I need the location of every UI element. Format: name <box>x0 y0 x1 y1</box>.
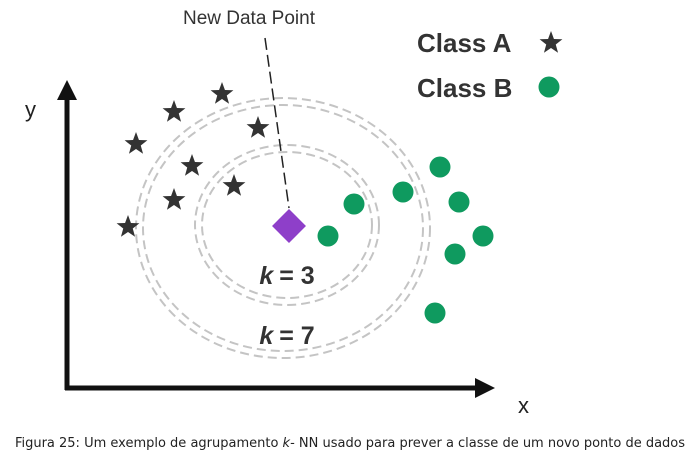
k7-value: = 7 <box>279 322 314 350</box>
new-point-label: New Data Point <box>183 8 316 29</box>
new-point-pointer-line <box>264 37 290 209</box>
class-b-circle-icon <box>317 225 339 247</box>
class-a-star-icon <box>116 215 140 237</box>
class-b-circle-icon <box>444 243 466 265</box>
k7-label: k = 7 <box>259 322 314 350</box>
ring-k7-outer <box>135 97 431 359</box>
class-a-star-icon <box>162 100 186 122</box>
ring-k3-inner <box>201 151 373 299</box>
class-a-star-icon <box>124 132 148 154</box>
k7-k-symbol: k <box>259 322 274 350</box>
class-a-star-icon <box>180 154 204 176</box>
caption-prefix: Figura 25: Um exemplo de agrupamento <box>14 436 283 451</box>
class-a-points <box>116 82 270 237</box>
knn-diagram: y x New Data Point k = 3 k = 7 <box>25 8 563 418</box>
class-b-circle-icon <box>392 181 414 203</box>
axes: y x <box>25 80 529 418</box>
neighborhood-rings <box>135 97 431 359</box>
legend-class-b-label: Class B <box>417 73 512 103</box>
class-a-star-icon <box>162 188 186 210</box>
legend-star-icon <box>539 31 563 53</box>
class-a-star-icon <box>246 116 270 138</box>
class-a-star-icon <box>222 174 246 196</box>
x-axis-label: x <box>518 393 529 418</box>
k3-value: = 3 <box>279 262 314 290</box>
class-b-circle-icon <box>343 193 365 215</box>
ring-k3-outer <box>194 144 380 306</box>
new-data-point-diamond-icon <box>272 209 306 243</box>
legend-circle-icon <box>538 76 560 98</box>
y-axis-arrow-icon <box>57 80 77 100</box>
class-b-circle-icon <box>429 156 451 178</box>
legend: Class A Class B <box>417 28 563 103</box>
class-b-circle-icon <box>472 225 494 247</box>
k3-label: k = 3 <box>259 262 314 290</box>
class-b-circle-icon <box>424 302 446 324</box>
figure-caption: Figura 25: Um exemplo de agrupamento k- … <box>0 436 700 451</box>
ring-k7-inner <box>142 104 424 352</box>
class-b-points <box>317 156 494 324</box>
caption-suffix: - NN usado para prever a classe de um no… <box>290 436 686 451</box>
k3-k-symbol: k <box>259 262 274 290</box>
x-axis-arrow-icon <box>475 378 495 398</box>
class-a-star-icon <box>210 82 234 104</box>
class-b-circle-icon <box>448 191 470 213</box>
legend-class-a-label: Class A <box>417 28 512 58</box>
caption-k: k <box>282 436 291 451</box>
y-axis-label: y <box>25 97 36 122</box>
